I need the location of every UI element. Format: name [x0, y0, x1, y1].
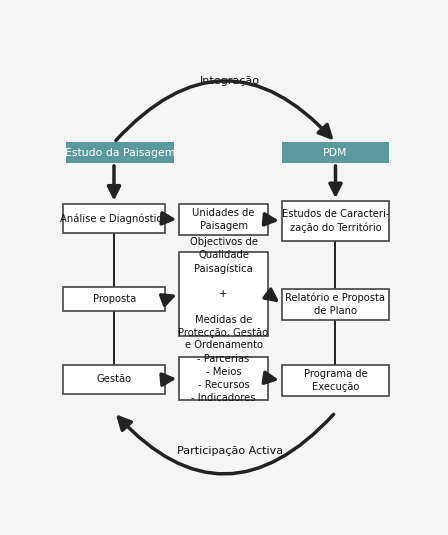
Text: Relatório e Proposta
de Plano: Relatório e Proposta de Plano [285, 293, 385, 316]
Text: Programa de
Execução: Programa de Execução [304, 369, 367, 392]
FancyBboxPatch shape [282, 365, 389, 396]
Text: Análise e Diagnóstico: Análise e Diagnóstico [60, 213, 168, 224]
Text: Integração: Integração [200, 75, 259, 86]
FancyBboxPatch shape [282, 289, 389, 319]
FancyBboxPatch shape [63, 365, 165, 394]
FancyBboxPatch shape [179, 357, 268, 400]
Text: Proposta: Proposta [93, 294, 136, 304]
Text: Objectivos de
Qualidade
Paisagística

+

Medidas de
Protecção, Gestão
e Ordename: Objectivos de Qualidade Paisagística + M… [178, 238, 269, 350]
FancyBboxPatch shape [179, 204, 268, 235]
Text: Participação Activa: Participação Activa [177, 446, 283, 456]
FancyBboxPatch shape [63, 204, 165, 233]
Text: Estudo da Paisagem: Estudo da Paisagem [65, 148, 176, 158]
FancyBboxPatch shape [179, 251, 268, 336]
Text: Unidades de
Paisagem: Unidades de Paisagem [192, 208, 255, 231]
FancyBboxPatch shape [66, 142, 174, 163]
Text: Gestão: Gestão [97, 374, 132, 384]
Text: - Parcerias
- Meios
- Recursos
- Indicadores: - Parcerias - Meios - Recursos - Indicad… [191, 354, 256, 402]
FancyBboxPatch shape [282, 142, 389, 163]
FancyBboxPatch shape [63, 287, 165, 311]
FancyBboxPatch shape [282, 201, 389, 241]
Text: Estudos de Caracteri-
zação do Território: Estudos de Caracteri- zação do Territóri… [282, 209, 389, 233]
Text: PDM: PDM [323, 148, 348, 158]
